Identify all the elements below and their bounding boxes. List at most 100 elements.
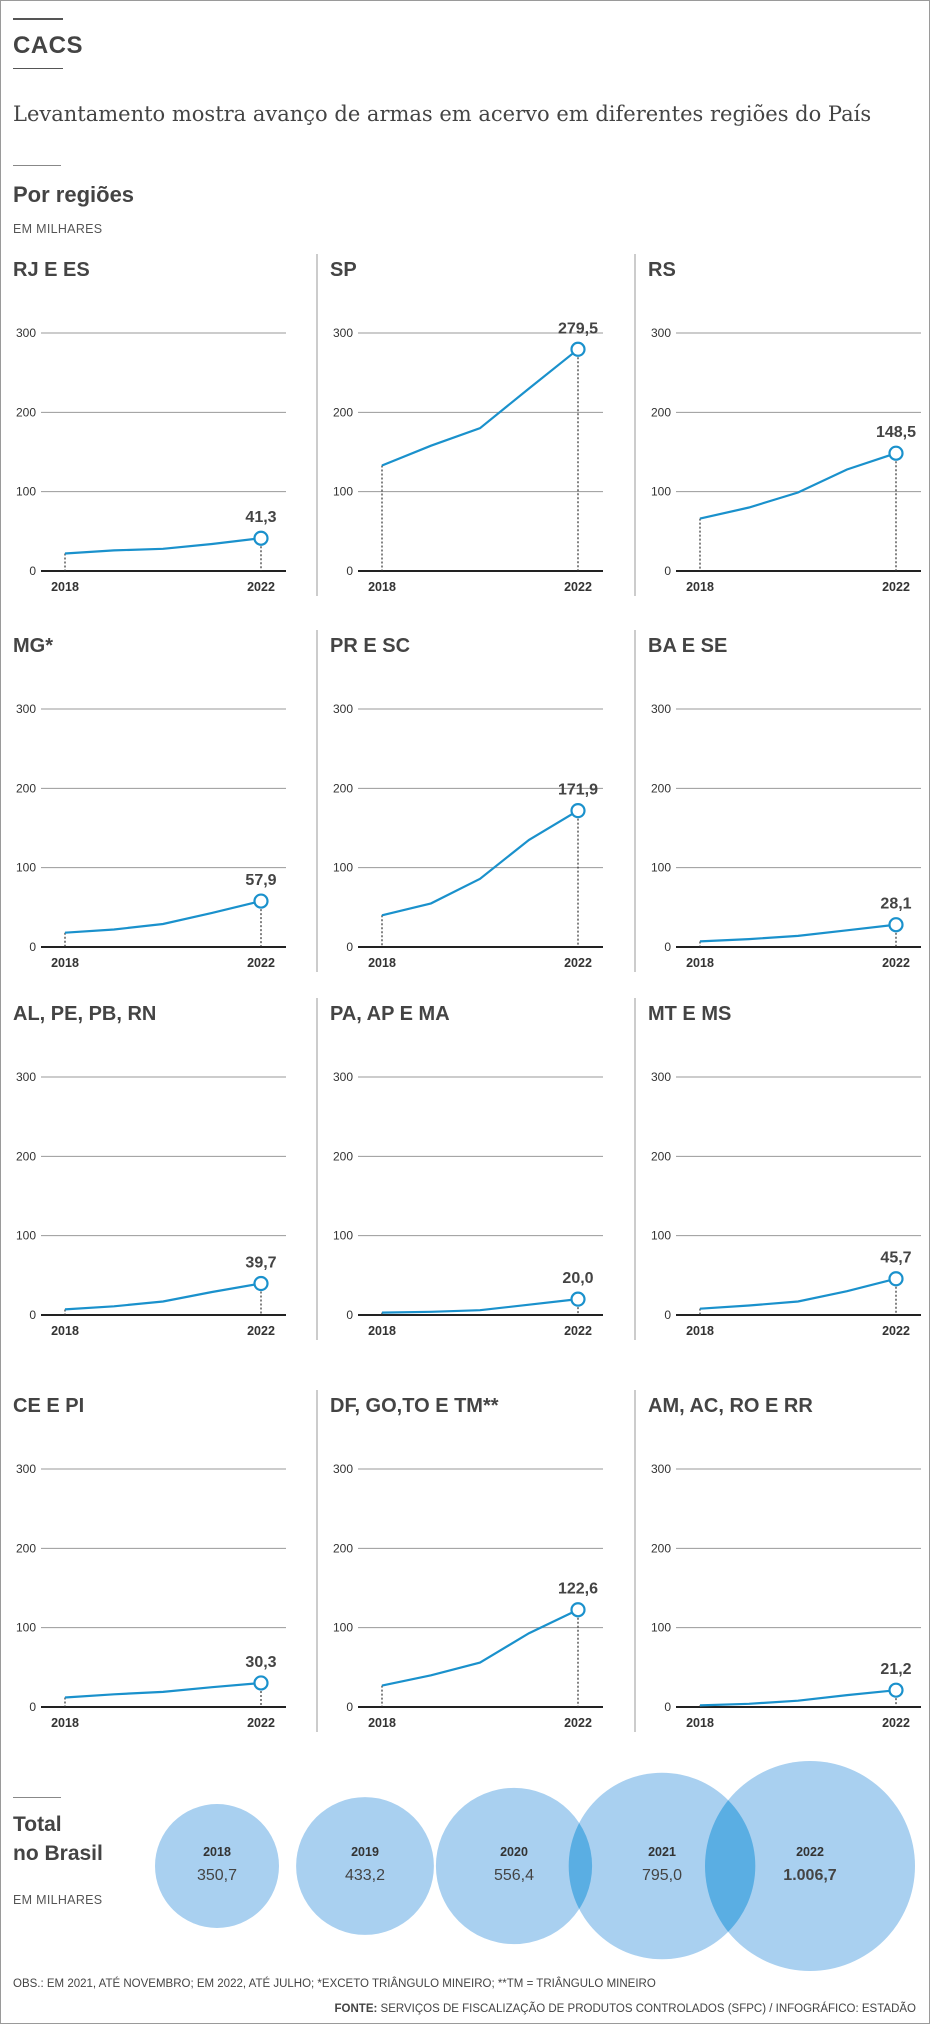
panel-title: BA E SE	[648, 635, 727, 657]
end-point-marker	[253, 893, 269, 909]
end-point-marker	[570, 803, 586, 819]
total-title: Total no Brasil	[13, 1810, 103, 1868]
x-tick-label-start: 2018	[368, 580, 396, 594]
panel-ce-e-pi: CE E PI 0 100 200 300 30,3 2018 2022	[13, 1395, 286, 1730]
panel-am-ac-ro-e-rr: AM, AC, RO E RR 0 100 200 300 21,2 2018 2022	[634, 1390, 921, 1732]
x-tick-label-end: 2022	[882, 1716, 910, 1730]
x-tick-label-end: 2022	[564, 1324, 592, 1338]
series-line	[381, 1608, 579, 1687]
value-label: 171,9	[558, 782, 598, 799]
panel-pr-e-sc: PR E SC 0 100 200 300 171,9 2018 2022	[316, 630, 603, 972]
series-line	[64, 1681, 262, 1699]
x-tick-label-end: 2022	[882, 1324, 910, 1338]
y-tick-label: 300	[333, 702, 353, 716]
end-point-marker	[570, 1291, 586, 1307]
value-label: 30,3	[245, 1654, 276, 1671]
y-tick-label: 300	[651, 1070, 671, 1084]
y-tick-label: 200	[333, 1149, 353, 1163]
series-line	[64, 1282, 262, 1311]
y-tick-label: 0	[29, 1308, 36, 1322]
end-point-marker	[570, 1602, 586, 1618]
panel-title: MG*	[13, 635, 53, 657]
x-tick-label-end: 2022	[882, 580, 910, 594]
y-tick-label: 100	[16, 1621, 36, 1635]
y-tick-label: 100	[16, 1229, 36, 1243]
y-tick-label: 300	[333, 1070, 353, 1084]
value-label: 279,5	[558, 320, 598, 337]
total-title-line1: Total	[13, 1813, 62, 1836]
y-tick-label: 100	[651, 861, 671, 875]
y-tick-label: 100	[16, 861, 36, 875]
kicker: CACS	[13, 32, 84, 59]
panel-title: PA, AP E MA	[330, 1003, 450, 1025]
panel-sp: SP 0 100 200 300 279,5 2018 2022	[316, 254, 603, 596]
y-tick-label: 100	[651, 485, 671, 499]
value-label: 21,2	[880, 1661, 911, 1678]
end-point-marker	[888, 445, 904, 461]
series-line	[381, 348, 579, 467]
x-tick-label-start: 2018	[368, 1324, 396, 1338]
series-line	[381, 1298, 579, 1314]
panel-title: PR E SC	[330, 635, 410, 657]
panel-df-go-to-e-tm: DF, GO,TO E TM** 0 100 200 300 122,6 2018 2022	[316, 1390, 603, 1732]
source-line: FONTE: SERVIÇOS DE FISCALIZAÇÃO DE PRODU…	[335, 2003, 916, 2015]
y-tick-label: 0	[664, 564, 671, 578]
panel-rs: RS 0 100 200 300 148,5 2018 2022	[634, 254, 921, 596]
panel-title: AL, PE, PB, RN	[13, 1003, 156, 1025]
x-tick-label-start: 2018	[686, 956, 714, 970]
x-tick-label-end: 2022	[564, 1716, 592, 1730]
y-tick-label: 100	[651, 1229, 671, 1243]
y-tick-label: 300	[16, 326, 36, 340]
y-tick-label: 100	[16, 485, 36, 499]
section-rule	[13, 165, 61, 166]
y-tick-label: 0	[664, 1308, 671, 1322]
small-multiples-chart: RJ E ES 0 100 200 300 41,3 2018 2022 SP 0 100 200 30…	[13, 254, 921, 1732]
value-label: 41,3	[245, 509, 276, 526]
source-text: SERVIÇOS DE FISCALIZAÇÃO DE PRODUTOS CON…	[377, 2003, 916, 2015]
total-title-line2: no Brasil	[13, 1842, 103, 1865]
y-tick-label: 0	[346, 1700, 353, 1714]
x-tick-label-start: 2018	[51, 1716, 79, 1730]
y-tick-label: 200	[651, 405, 671, 419]
end-point-marker	[888, 1682, 904, 1698]
y-tick-label: 200	[16, 405, 36, 419]
panel-ba-e-se: BA E SE 0 100 200 300 28,1 2018 2022	[634, 630, 921, 972]
series-line	[699, 1689, 897, 1707]
y-tick-label: 100	[333, 1229, 353, 1243]
y-tick-label: 200	[333, 405, 353, 419]
y-tick-label: 0	[346, 564, 353, 578]
x-tick-label-start: 2018	[51, 580, 79, 594]
y-tick-label: 200	[333, 1541, 353, 1555]
x-tick-label-start: 2018	[686, 580, 714, 594]
end-point-marker	[253, 1275, 269, 1292]
x-tick-label-end: 2022	[564, 580, 592, 594]
headline: Levantamento mostra avanço de armas em a…	[13, 102, 872, 126]
x-tick-label-end: 2022	[247, 956, 275, 970]
value-label: 57,9	[245, 872, 276, 889]
x-tick-label-end: 2022	[882, 956, 910, 970]
kicker-rule	[13, 68, 63, 69]
y-tick-label: 100	[651, 1621, 671, 1635]
x-tick-label-start: 2018	[51, 956, 79, 970]
end-point-marker	[253, 1675, 269, 1691]
series-line	[699, 1277, 897, 1310]
y-tick-label: 100	[333, 485, 353, 499]
y-tick-label: 300	[333, 1462, 353, 1476]
value-label: 45,7	[880, 1250, 911, 1267]
x-tick-label-start: 2018	[368, 1716, 396, 1730]
panel-pa-ap-e-ma: PA, AP E MA 0 100 200 300 20,0 2018 2022	[316, 998, 603, 1340]
end-point-marker	[888, 1271, 904, 1287]
x-tick-label-end: 2022	[247, 1324, 275, 1338]
y-tick-label: 300	[16, 1070, 36, 1084]
y-tick-label: 200	[16, 1541, 36, 1555]
end-point-marker	[888, 917, 904, 933]
y-tick-label: 200	[651, 1149, 671, 1163]
series-line	[699, 923, 897, 943]
y-tick-label: 300	[651, 1462, 671, 1476]
panel-title: RS	[648, 259, 676, 281]
y-tick-label: 100	[333, 861, 353, 875]
y-tick-label: 300	[651, 326, 671, 340]
end-point-marker	[570, 341, 586, 357]
x-tick-label-start: 2018	[686, 1324, 714, 1338]
total-units: EM MILHARES	[13, 1893, 103, 1907]
